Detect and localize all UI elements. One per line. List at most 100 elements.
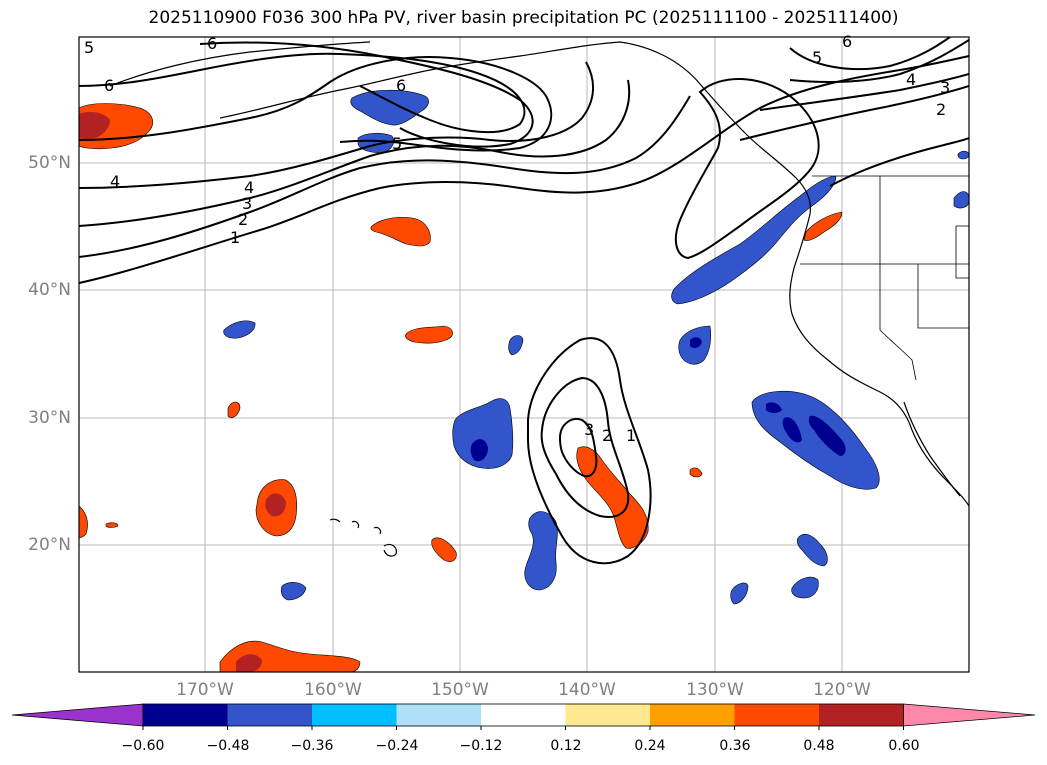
pos-patch-nw-edge-core <box>79 112 110 140</box>
contour-label: 1 <box>626 426 637 445</box>
neg-patch-west-1 <box>223 320 256 339</box>
contour-label: 4 <box>110 172 121 191</box>
pv-contours <box>79 37 969 565</box>
contour-label: 3 <box>584 420 595 439</box>
contour-label: 3 <box>242 194 253 213</box>
pos-patch-north-1 <box>370 216 431 247</box>
pv-contour-ne-3 <box>759 73 969 111</box>
lon-label-150w: 150°W <box>431 680 489 700</box>
colorbar-tick-label: 0.48 <box>803 738 835 754</box>
pv-contour-ne-2 <box>739 85 969 141</box>
contour-label: 6 <box>396 76 407 95</box>
state-boundaries <box>800 175 969 381</box>
pv-contour-central-1 <box>527 337 652 565</box>
colorbar-segment <box>819 704 904 726</box>
contour-label: 3 <box>940 78 951 97</box>
baja-california <box>903 401 961 497</box>
colorbar-extend-max <box>903 703 1036 727</box>
colorbar-segment <box>312 704 397 726</box>
colorbar-segment <box>481 704 566 726</box>
colorbar-segment <box>227 704 312 726</box>
map-title: 2025110900 F036 300 hPa PV, river basin … <box>148 8 899 28</box>
contour-label: 5 <box>84 38 95 57</box>
colorbar-frame <box>142 703 904 727</box>
pos-patch-west-3-core <box>265 493 286 517</box>
neg-patch-hawaii-north-core <box>470 439 488 462</box>
pos-patch-east-small <box>689 467 703 478</box>
pv-contour-ne-5 <box>789 37 951 71</box>
neg-patch-central-east-core <box>690 337 702 349</box>
pos-patch-west-2 <box>227 401 241 418</box>
lat-label-30n: 30°N <box>28 408 71 428</box>
colorbar-tick-label: 0.24 <box>634 738 666 754</box>
negative-precip-patches <box>223 89 969 605</box>
pos-patch-west-tiny <box>105 522 119 528</box>
colorbar-segment <box>734 704 819 726</box>
neg-patch-se-2 <box>791 576 819 599</box>
graticule <box>79 37 969 672</box>
colorbar-tick-label: −0.12 <box>459 738 503 754</box>
contour-label: 2 <box>238 210 249 229</box>
contour-label: 5 <box>812 48 823 67</box>
neg-patch-se-3 <box>730 582 749 605</box>
pos-patch-oregon-coast <box>803 211 843 241</box>
neg-patch-right-edge-2 <box>953 191 969 209</box>
contour-label: 2 <box>602 426 613 445</box>
colorbar-segment <box>565 704 650 726</box>
colorbar-tick-label: 0.60 <box>888 738 920 754</box>
lat-label-20n: 20°N <box>28 535 71 555</box>
colorbar-tick-label: 0.36 <box>719 738 751 754</box>
lat-label-50n: 50°N <box>28 153 71 173</box>
contour-label: 6 <box>842 32 853 51</box>
colorbar-segment <box>396 704 481 726</box>
pv-contour-ne-1 <box>829 137 969 187</box>
lon-label-160w: 160°W <box>304 680 362 700</box>
west-coast <box>789 213 969 507</box>
colorbar-extend-min <box>11 703 144 727</box>
lat-label-40n: 40°N <box>28 280 71 300</box>
colorbar <box>11 703 1036 730</box>
colorbar-tick-label: −0.48 <box>206 738 250 754</box>
neg-patch-east-large <box>751 390 880 490</box>
neg-patch-right-edge-1 <box>957 150 969 160</box>
pv-contour-6-west <box>79 52 526 134</box>
pv-contour-5-west <box>79 56 553 152</box>
colorbar-segment <box>650 704 735 726</box>
contour-label: 4 <box>906 70 917 89</box>
pv-contour-2-west <box>79 95 691 258</box>
lon-label-170w: 170°W <box>176 680 234 700</box>
neg-patch-east-large-core1 <box>766 402 782 413</box>
colorbar-tick-label: −0.36 <box>290 738 334 754</box>
alaska-peninsula-coast <box>219 41 811 215</box>
contour-label: 5 <box>392 134 403 153</box>
pos-patch-hawaii-south <box>431 537 457 562</box>
lon-label-140w: 140°W <box>558 680 616 700</box>
lon-label-130w: 130°W <box>686 680 744 700</box>
neg-patch-south-hawaii <box>524 511 558 591</box>
contour-label: 6 <box>104 76 115 95</box>
contour-label: 6 <box>207 34 218 53</box>
pos-patch-west-edge <box>79 505 88 539</box>
neg-patch-gulf-alaska <box>350 89 429 126</box>
coastlines <box>109 41 969 557</box>
contour-label: 4 <box>244 178 255 197</box>
colorbar-segment <box>143 704 228 726</box>
pos-patch-mid-1 <box>405 325 453 344</box>
plot-frame <box>78 36 970 673</box>
pos-patch-south-large-core <box>236 654 262 672</box>
pv-contour-3-west <box>79 79 631 227</box>
neg-patch-east-large-core3 <box>808 415 846 456</box>
pv-contour-ring-north <box>199 41 534 148</box>
neg-patch-hawaii-north <box>452 398 514 469</box>
neg-patch-west-2 <box>280 582 307 601</box>
lon-label-120w: 120°W <box>813 680 871 700</box>
neg-patch-east-large-core2 <box>782 417 802 443</box>
aleutian-chain <box>109 41 371 87</box>
contour-label: 1 <box>230 228 241 247</box>
pv-contour-ne-4 <box>789 39 969 83</box>
pv-contour-1-west <box>79 55 969 284</box>
colorbar-tick-label: −0.60 <box>121 738 165 754</box>
pv-contour-4-west <box>79 61 594 189</box>
neg-patch-oregon-band <box>671 175 837 305</box>
